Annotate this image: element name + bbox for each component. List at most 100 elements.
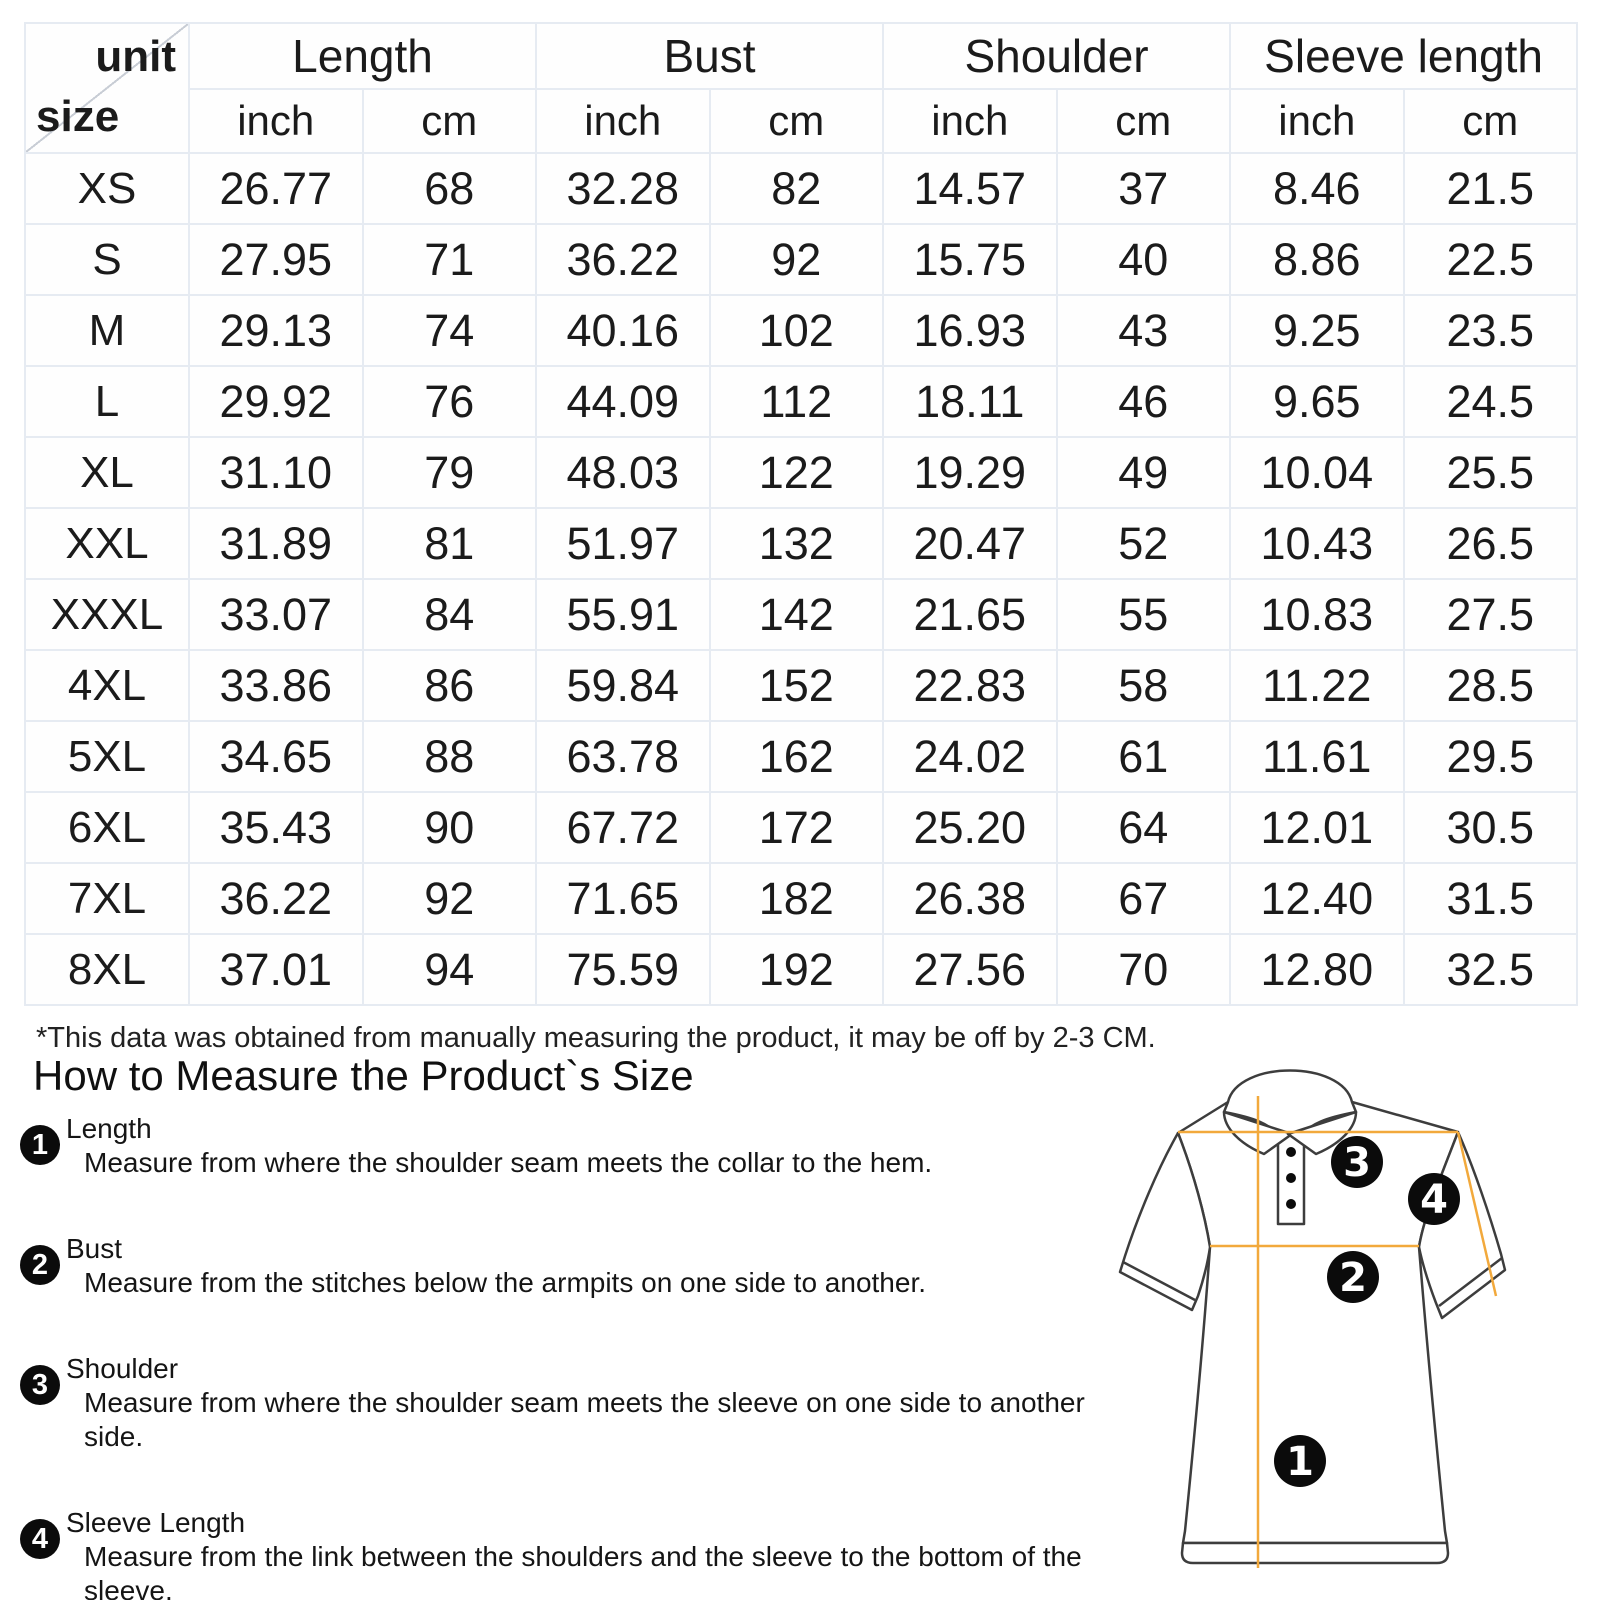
value-cell-shoulder-cm: 61	[1055, 720, 1232, 793]
value-cell-sleeve-cm: 32.5	[1402, 933, 1579, 1006]
value-cell-length-inch: 31.10	[188, 436, 364, 509]
value-cell-bust-cm: 162	[708, 720, 885, 793]
value-cell-length-cm: 74	[361, 294, 538, 367]
value-cell-length-cm: 71	[361, 223, 538, 296]
marker-number-1: 1	[1286, 1439, 1314, 1485]
value-cell-bust-inch: 63.78	[535, 720, 711, 793]
value-cell-bust-cm: 102	[708, 294, 885, 367]
value-cell-shoulder-inch: 14.57	[882, 152, 1058, 225]
value-cell-bust-cm: 152	[708, 649, 885, 722]
right-cuff-seam	[1438, 1257, 1503, 1307]
value-cell-length-inch: 29.13	[188, 294, 364, 367]
value-cell-sleeve-inch: 10.83	[1229, 578, 1405, 651]
value-cell-shoulder-cm: 43	[1055, 294, 1232, 367]
value-cell-sleeve-inch: 9.65	[1229, 365, 1405, 438]
unit-header: inch	[1229, 88, 1405, 154]
value-cell-shoulder-cm: 55	[1055, 578, 1232, 651]
value-cell-shoulder-inch: 24.02	[882, 720, 1058, 793]
value-cell-bust-cm: 172	[708, 791, 885, 864]
placket-buttons	[1286, 1147, 1296, 1209]
value-cell-sleeve-cm: 23.5	[1402, 294, 1579, 367]
value-cell-sleeve-cm: 31.5	[1402, 862, 1579, 935]
value-cell-sleeve-inch: 9.25	[1229, 294, 1405, 367]
table-row: 4XL 33.86 86 59.84 152 22.83 58 11.22 28…	[24, 649, 1579, 722]
instruction-description: Measure from where the shoulder seam mee…	[84, 1387, 1085, 1452]
value-cell-shoulder-cm: 40	[1055, 223, 1232, 296]
value-cell-bust-cm: 132	[708, 507, 885, 580]
size-cell: 8XL	[24, 933, 190, 1006]
value-cell-bust-cm: 122	[708, 436, 885, 509]
value-cell-bust-inch: 55.91	[535, 578, 711, 651]
size-cell: XXL	[24, 507, 190, 580]
value-cell-bust-inch: 71.65	[535, 862, 711, 935]
value-cell-sleeve-inch: 10.04	[1229, 436, 1405, 509]
column-group-length: Length	[187, 22, 538, 90]
value-cell-shoulder-cm: 46	[1055, 365, 1232, 438]
value-cell-bust-inch: 36.22	[535, 223, 711, 296]
size-cell: XL	[24, 436, 190, 509]
value-cell-shoulder-inch: 16.93	[882, 294, 1058, 367]
marker-circle-3	[1331, 1136, 1383, 1188]
table-row: 8XL 37.01 94 75.59 192 27.56 70 12.80 32…	[24, 933, 1579, 1006]
value-cell-bust-inch: 44.09	[535, 365, 711, 438]
value-cell-bust-inch: 67.72	[535, 791, 711, 864]
table-row: 5XL 34.65 88 63.78 162 24.02 61 11.61 29…	[24, 720, 1579, 793]
shirt-hem-band	[1180, 1541, 1450, 1565]
value-cell-shoulder-inch: 15.75	[882, 223, 1058, 296]
value-cell-shoulder-inch: 20.47	[882, 507, 1058, 580]
value-cell-shoulder-inch: 26.38	[882, 862, 1058, 935]
value-cell-sleeve-cm: 21.5	[1402, 152, 1579, 225]
unit-header: inch	[535, 88, 711, 154]
value-cell-length-cm: 76	[361, 365, 538, 438]
instruction-item: 3 Shoulder Measure from where the should…	[20, 1352, 1110, 1454]
value-cell-shoulder-cm: 52	[1055, 507, 1232, 580]
value-cell-shoulder-inch: 25.20	[882, 791, 1058, 864]
value-cell-length-inch: 33.86	[188, 649, 364, 722]
value-cell-length-cm: 84	[361, 578, 538, 651]
value-cell-shoulder-inch: 19.29	[882, 436, 1058, 509]
instruction-number-badge: 2	[20, 1245, 60, 1285]
value-cell-sleeve-cm: 22.5	[1402, 223, 1579, 296]
corner-size-label: size	[36, 92, 120, 141]
measurement-note: *This data was obtained from manually me…	[36, 1022, 1156, 1054]
instruction-title: Length	[66, 1113, 152, 1144]
value-cell-bust-inch: 75.59	[535, 933, 711, 1006]
value-cell-bust-inch: 40.16	[535, 294, 711, 367]
value-cell-bust-inch: 51.97	[535, 507, 711, 580]
value-cell-sleeve-inch: 12.40	[1229, 862, 1405, 935]
unit-header: cm	[1402, 88, 1579, 154]
table-row: M 29.13 74 40.16 102 16.93 43 9.25 23.5	[24, 294, 1579, 367]
value-cell-bust-cm: 92	[708, 223, 885, 296]
diagram-markers: 3 4 2 1	[1274, 1136, 1460, 1487]
unit-header: cm	[361, 88, 538, 154]
unit-header: cm	[708, 88, 885, 154]
value-cell-bust-cm: 192	[708, 933, 885, 1006]
value-cell-sleeve-cm: 25.5	[1402, 436, 1579, 509]
left-cuff-seam	[1122, 1260, 1196, 1302]
table-row: S 27.95 71 36.22 92 15.75 40 8.86 22.5	[24, 223, 1579, 296]
value-cell-sleeve-cm: 27.5	[1402, 578, 1579, 651]
size-cell: 4XL	[24, 649, 190, 722]
value-cell-bust-cm: 82	[708, 152, 885, 225]
corner-unit-label: unit	[95, 32, 176, 81]
marker-circle-4	[1408, 1173, 1460, 1225]
column-group-sleeve-length: Sleeve length	[1229, 22, 1579, 90]
value-cell-sleeve-inch: 12.01	[1229, 791, 1405, 864]
corner-cell: unit size	[24, 22, 190, 154]
value-cell-length-cm: 94	[361, 933, 538, 1006]
table-row: L 29.92 76 44.09 112 18.11 46 9.65 24.5	[24, 365, 1579, 438]
size-cell: 6XL	[24, 791, 190, 864]
value-cell-length-inch: 34.65	[188, 720, 364, 793]
table-row: XXL 31.89 81 51.97 132 20.47 52 10.43 26…	[24, 507, 1579, 580]
marker-number-3: 3	[1343, 1140, 1371, 1186]
size-cell: 7XL	[24, 862, 190, 935]
instruction-number-badge: 1	[20, 1125, 60, 1165]
instruction-title: Shoulder	[66, 1353, 179, 1384]
shirt-left-sleeve	[1118, 1131, 1212, 1312]
instruction-title: Bust	[66, 1233, 123, 1264]
unit-header: inch	[882, 88, 1058, 154]
column-group-shoulder: Shoulder	[882, 22, 1232, 90]
size-cell: S	[24, 223, 190, 296]
value-cell-bust-cm: 182	[708, 862, 885, 935]
size-cell: L	[24, 365, 190, 438]
